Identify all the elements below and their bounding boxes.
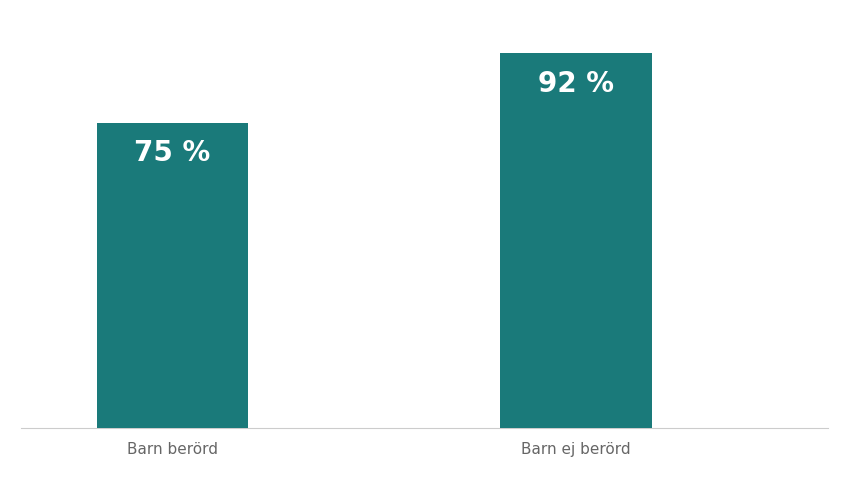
Bar (97, 123, 248, 428)
Bar (500, 54, 651, 428)
Text: 92 %: 92 % (538, 70, 614, 98)
Text: 75 %: 75 % (134, 139, 211, 167)
